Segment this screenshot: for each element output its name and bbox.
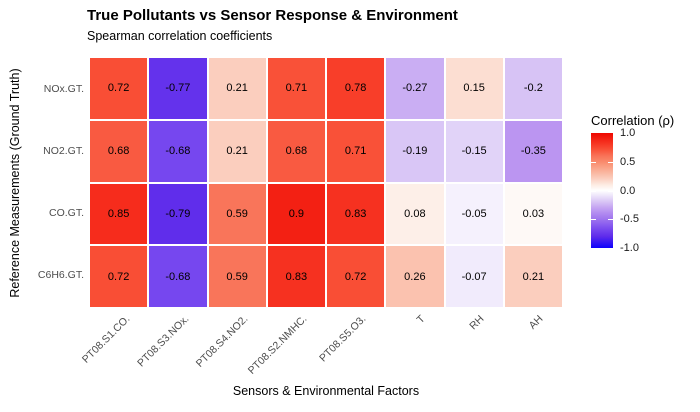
heatmap-cell: -0.77 — [149, 58, 207, 119]
heatmap-cell: 0.08 — [386, 183, 444, 245]
heatmap-cell: 0.59 — [208, 246, 266, 307]
heatmap-cell: 0.59 — [208, 183, 266, 245]
heatmap-cell: 0.78 — [327, 58, 385, 119]
heatmap-cell: -0.27 — [386, 58, 444, 119]
x-axis-title: Sensors & Environmental Factors — [232, 384, 420, 398]
cell-value: -0.07 — [461, 270, 487, 283]
heatmap-cell: -0.19 — [386, 120, 444, 182]
cell-value: 0.21 — [226, 82, 248, 95]
cell-value: 0.21 — [226, 145, 248, 158]
heatmap-cell: -0.68 — [149, 246, 207, 307]
cell-value: -0.68 — [165, 145, 191, 158]
legend-title: Correlation (ρ) — [591, 113, 675, 128]
heatmap-cell: 0.83 — [267, 246, 325, 307]
y-tick-label: NO2.GT. — [43, 144, 84, 157]
heatmap-grid: 0.72 -0.77 0.21 0.71 0.78 -0.27 0.15 -0.2 0.68 -0… — [90, 58, 562, 307]
heatmap-cell: 0.83 — [327, 183, 385, 245]
legend-tick-mark — [608, 190, 613, 192]
heatmap-cell: 0.85 — [90, 183, 148, 245]
heatmap-cell: -0.15 — [445, 120, 503, 182]
heatmap-cell: 0.03 — [504, 183, 562, 245]
cell-value: -0.77 — [165, 82, 191, 95]
y-tick-label: NOx.GT. — [43, 82, 84, 95]
legend-tick-label: -0.5 — [620, 213, 639, 226]
cell-value: -0.35 — [520, 145, 546, 158]
heatmap-cell: 0.9 — [267, 183, 325, 245]
heatmap-cell: 0.68 — [90, 120, 148, 182]
legend-tick-mark — [591, 219, 596, 221]
cell-value: 0.83 — [344, 207, 367, 220]
legend-tick-mark — [591, 161, 596, 163]
cell-value: 0.21 — [522, 270, 545, 283]
cell-value: 0.59 — [226, 207, 248, 220]
heatmap-cell: 0.72 — [90, 246, 148, 307]
legend-tick-label: 1.0 — [620, 127, 636, 139]
y-tick-label: C6H6.GT. — [37, 269, 84, 282]
cell-value: -0.79 — [165, 207, 191, 220]
cell-value: -0.05 — [461, 207, 487, 220]
cell-value: 0.72 — [107, 270, 130, 283]
cell-value: 0.71 — [344, 145, 367, 158]
plot-subtitle: Spearman correlation coefficients — [87, 29, 273, 43]
cell-value: 0.83 — [285, 270, 308, 283]
heatmap-cell: 0.21 — [504, 246, 562, 307]
cell-value: 0.59 — [226, 270, 248, 283]
cell-value: 0.08 — [404, 207, 426, 220]
heatmap-cell: 0.71 — [327, 120, 385, 182]
legend-tick-label: 0.0 — [620, 184, 636, 197]
cell-value: 0.85 — [107, 207, 130, 220]
cell-value: -0.19 — [402, 145, 428, 158]
heatmap-cell: -0.07 — [445, 246, 503, 307]
cell-value: 0.68 — [285, 145, 308, 158]
heatmap-cell: 0.21 — [208, 58, 266, 119]
legend-tick-label: 0.5 — [620, 155, 636, 168]
legend-tick-mark — [591, 190, 596, 192]
heatmap-cell: -0.2 — [504, 58, 562, 119]
legend-tick-mark — [608, 161, 613, 163]
cell-value: -0.15 — [461, 145, 487, 158]
cell-value: 0.72 — [107, 82, 130, 95]
y-tick-label: CO.GT. — [48, 207, 84, 220]
cell-value: 0.9 — [288, 207, 305, 220]
cell-value: -0.2 — [523, 82, 543, 95]
legend-tick-mark — [608, 219, 613, 221]
heatmap-cell: 0.68 — [267, 120, 325, 182]
heatmap-cell: 0.21 — [208, 120, 266, 182]
heatmap-cell: 0.72 — [327, 246, 385, 307]
heatmap-cell: 0.26 — [386, 246, 444, 307]
heatmap-cell: -0.79 — [149, 183, 207, 245]
heatmap-cell: 0.71 — [267, 58, 325, 119]
cell-value: 0.03 — [522, 207, 545, 220]
cell-value: 0.68 — [107, 145, 130, 158]
cell-value: -0.27 — [402, 82, 428, 95]
cell-value: 0.78 — [344, 82, 367, 95]
cell-value: 0.15 — [463, 82, 485, 95]
heatmap-cell: -0.05 — [445, 183, 503, 245]
cell-value: 0.71 — [285, 82, 308, 95]
cell-value: -0.68 — [165, 270, 191, 283]
page-title: True Pollutants vs Sensor Response & Env… — [87, 7, 458, 24]
heatmap-cell: -0.35 — [504, 120, 562, 182]
cell-value: 0.26 — [404, 270, 426, 283]
legend-colorbar — [591, 133, 613, 248]
heatmap-cell: 0.15 — [445, 58, 503, 119]
heatmap-cell: 0.72 — [90, 58, 148, 119]
heatmap-cell: -0.68 — [149, 120, 207, 182]
cell-value: 0.72 — [344, 270, 367, 283]
legend-tick-label: -1.0 — [620, 242, 639, 254]
